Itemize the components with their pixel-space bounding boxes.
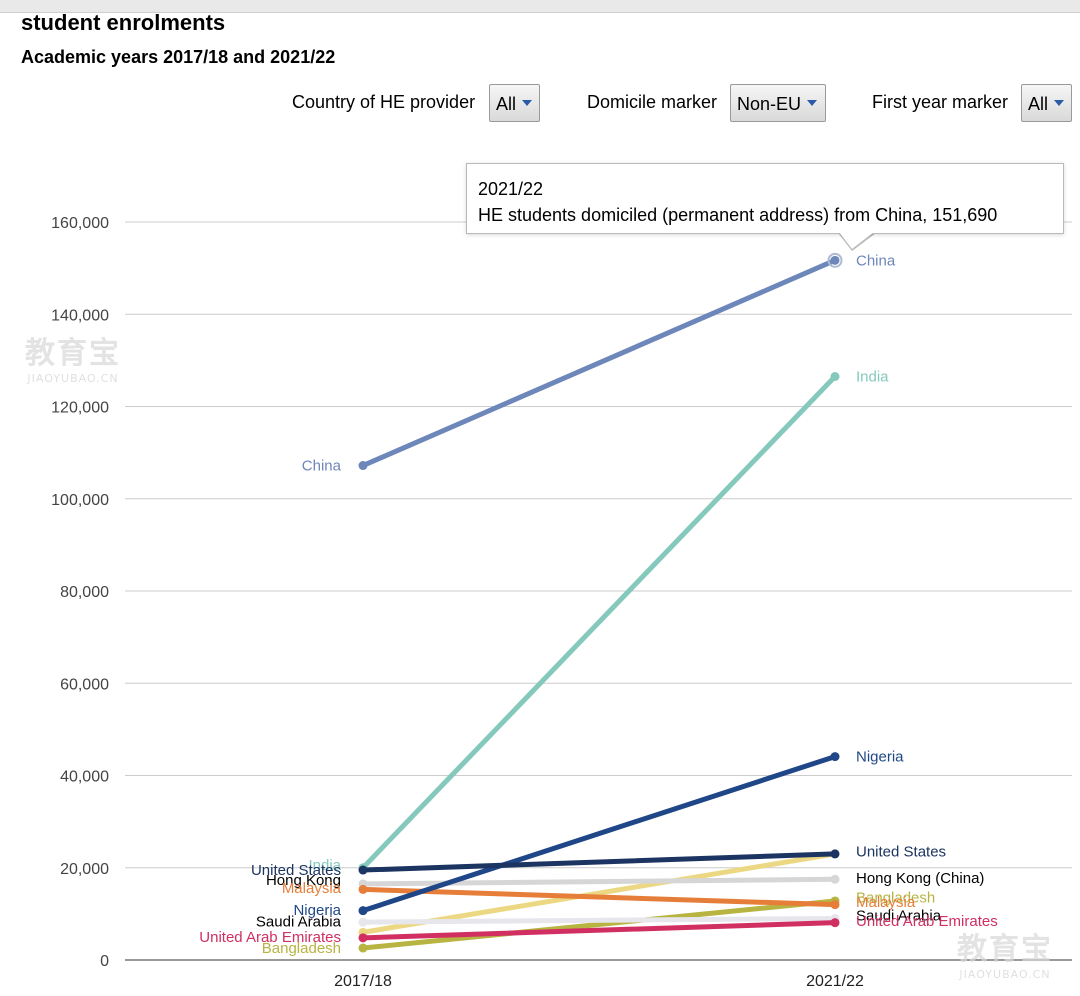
series-label-right-hong-kong-china: Hong Kong (China) [856,870,984,887]
y-tick-label: 40,000 [60,769,109,786]
chart-tooltip: 2021/22 HE students domiciled (permanent… [466,163,1064,234]
series-line-china[interactable] [360,257,838,469]
data-point-united-arab-emirates-2021-22[interactable] [830,918,840,928]
x-tick-label: 2017/18 [334,973,392,990]
series-label-right-china: China [856,252,896,269]
tooltip-year: 2021/22 [478,179,544,199]
chevron-down-icon [522,100,533,106]
y-tick-label: 80,000 [60,584,109,601]
browser-top-edge [0,0,1080,13]
country-select[interactable]: All [489,84,540,122]
first-year-select-value: All [1028,94,1049,114]
page-subtitle: Academic years 2017/18 and 2021/22 [21,47,336,67]
data-point-united-arab-emirates-2017-18[interactable] [358,933,368,943]
series-label-right-nigeria: Nigeria [856,749,904,766]
y-tick-label: 100,000 [51,492,109,509]
domicile-select[interactable]: Non-EU [730,84,826,122]
data-point-china-2021-22[interactable] [830,255,840,265]
series-line-united-states[interactable] [360,851,838,873]
filter-label-country: Country of HE provider [292,92,476,112]
data-point-nigeria-2021-22[interactable] [830,752,840,762]
series-line-hong-kong-china[interactable] [360,876,838,887]
domicile-select-value: Non-EU [737,94,802,114]
series-label-left-saudi-arabia: Saudi Arabia [256,914,342,931]
series-label-right-bangladesh: Bangladesh [856,890,935,907]
chevron-down-icon [807,100,818,106]
highlight-point-ring [827,252,843,268]
series-label-right-saudi-arabia: Saudi Arabia [856,908,942,925]
series-line-nigeria[interactable] [360,754,838,914]
y-tick-label: 60,000 [60,676,109,693]
series-line-bangladesh[interactable] [360,898,838,951]
y-tick-label: 140,000 [51,307,109,324]
data-point-india-2021-22[interactable] [830,372,840,382]
series-line-saudi-arabia[interactable] [360,915,838,925]
series-line-malaysia[interactable] [360,886,838,908]
tooltip-pointer-fill [839,232,874,249]
data-point-hong-kong-china-2021-22[interactable] [830,874,840,884]
y-tick-label: 20,000 [60,861,109,878]
y-tick-label: 160,000 [51,215,109,232]
data-point-saudi-arabia-2017-18[interactable] [358,917,368,927]
series-label-left-nigeria: Nigeria [293,902,341,919]
data-point-malaysia-2017-18[interactable] [358,884,368,894]
series-label-left-united-arab-emirates: United Arab Emirates [199,929,341,946]
filter-label-first-year: First year marker [872,92,1009,112]
series-label-right-malaysia: Malaysia [856,894,916,911]
data-point-bangladesh-2017-18[interactable] [358,943,368,953]
country-select-value: All [496,94,517,114]
series-label-left-malaysia: Malaysia [282,880,342,897]
series-label-left-bangladesh: Bangladesh [262,940,341,957]
chevron-down-icon [1054,100,1065,106]
series-label-left-hong-kong: Hong Kong [266,872,341,889]
series-label-right-united-states: United States [856,844,946,861]
y-tick-label: 0 [100,953,109,970]
tooltip-detail: HE students domiciled (permanent address… [478,205,998,225]
series-label-left-united-states: United States [251,862,341,879]
data-point-nigeria-2017-18[interactable] [358,906,368,916]
data-point-united-states-2021-22[interactable] [830,849,840,859]
data-point-malaysia-2021-22[interactable] [830,900,840,910]
page-title: student enrolments [21,10,226,35]
data-point-china-2017-18[interactable] [358,461,368,471]
series-label-left-china: China [302,458,342,475]
x-tick-label: 2021/22 [806,973,864,990]
series-label-left-india: India [308,857,341,874]
first-year-select[interactable]: All [1021,84,1072,122]
series-line-united-arab-emirates[interactable] [360,920,838,941]
filter-label-domicile: Domicile marker [587,92,718,112]
series-label-right-india: India [856,369,889,386]
series-line-india[interactable] [360,374,838,871]
series-label-right-united-arab-emirates: United Arab Emirates [856,913,998,930]
data-point-united-states-2017-18[interactable] [358,865,368,875]
y-tick-label: 120,000 [51,400,109,417]
